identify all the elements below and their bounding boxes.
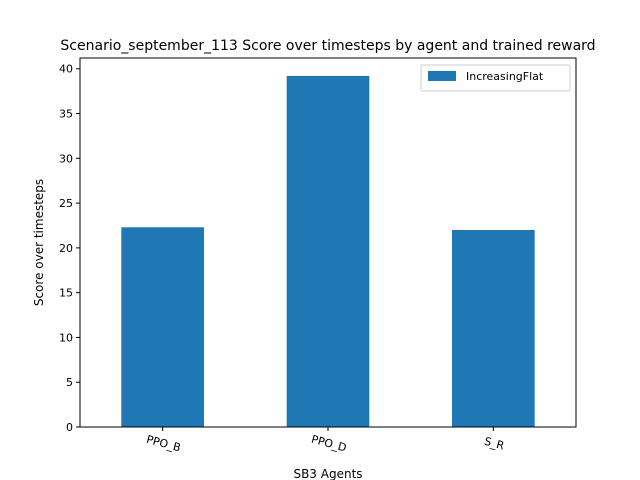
y-tick-label: 15 <box>59 287 73 300</box>
y-tick-label: 10 <box>59 331 73 344</box>
y-tick-label: 25 <box>59 197 73 210</box>
x-tick-label: S_R <box>483 435 506 453</box>
y-axis-ticks: 0 5 10 15 20 25 30 35 40 <box>59 63 80 434</box>
legend-label: IncreasingFlat <box>466 70 544 83</box>
x-tick-label: PPO_D <box>310 433 348 455</box>
y-tick-label: 0 <box>66 421 73 434</box>
x-axis-label: SB3 Agents <box>293 467 362 480</box>
y-tick-label: 30 <box>59 152 73 165</box>
chart-title: Scenario_september_113 Score over timest… <box>60 38 595 54</box>
plot-frame <box>79 57 577 428</box>
legend-box <box>420 64 571 92</box>
y-axis-label: Score over timesteps <box>32 179 46 306</box>
bar-ppo-b <box>121 227 204 427</box>
x-tick-label: PPO_B <box>145 433 182 455</box>
legend: IncreasingFlat <box>420 64 571 92</box>
y-tick-label: 5 <box>66 376 73 389</box>
y-tick-label: 20 <box>59 242 73 255</box>
bar-ppo-d <box>286 75 370 427</box>
x-axis-ticks: PPO_B PPO_D S_R <box>145 427 506 455</box>
legend-swatch <box>428 71 456 81</box>
bars-group <box>121 75 535 427</box>
y-tick-label: 40 <box>59 63 73 76</box>
bar-s-r <box>452 229 535 427</box>
y-tick-label: 35 <box>59 108 73 121</box>
